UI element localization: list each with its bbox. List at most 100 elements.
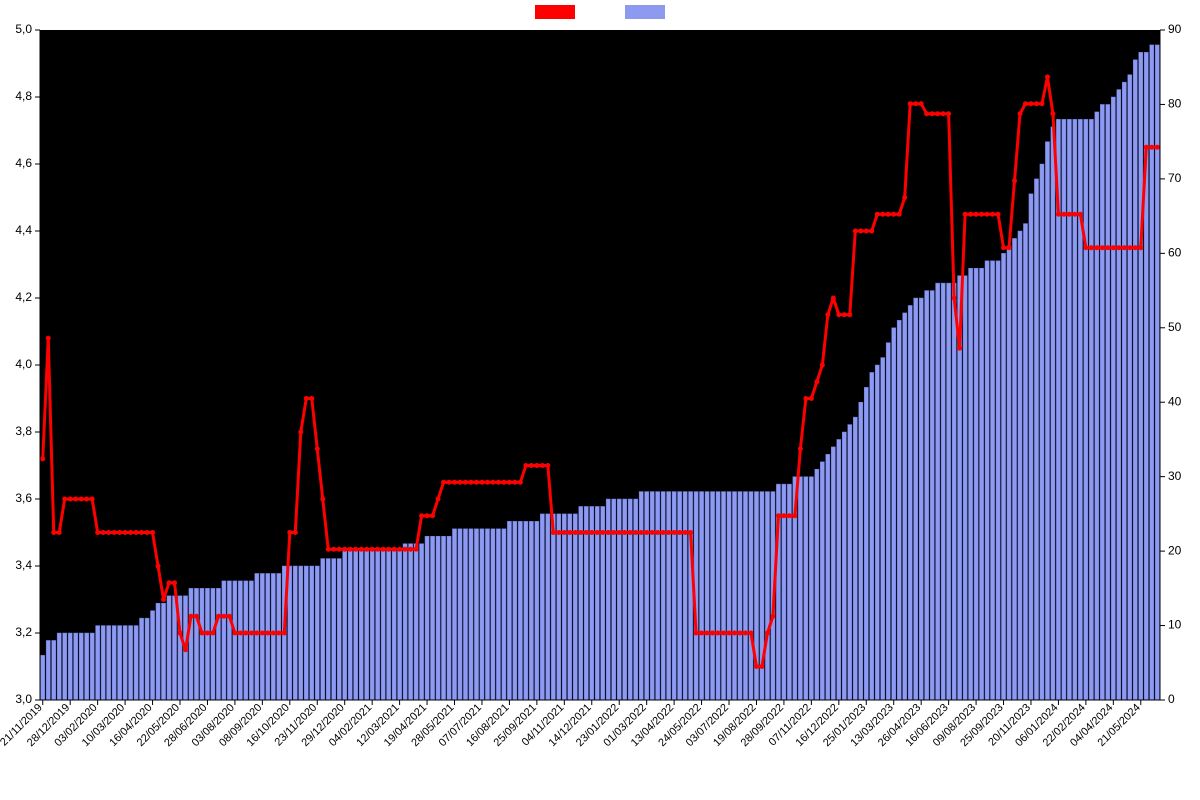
bar: [227, 581, 231, 700]
y-left-tick-label: 4,2: [15, 290, 32, 304]
bar: [529, 521, 533, 700]
line-marker: [968, 212, 973, 217]
line-marker: [858, 229, 863, 234]
bar: [980, 268, 984, 700]
bar: [716, 492, 720, 700]
line-marker: [1155, 145, 1160, 150]
bar: [79, 633, 83, 700]
bar: [200, 588, 204, 700]
bar: [1034, 179, 1038, 700]
line-marker: [287, 530, 292, 535]
bar: [535, 521, 539, 700]
line-marker: [1122, 245, 1127, 250]
line-marker: [1007, 245, 1012, 250]
bar: [1128, 75, 1132, 700]
bar: [1084, 119, 1088, 700]
line-marker: [210, 631, 215, 636]
bar: [864, 387, 868, 700]
line-marker: [716, 631, 721, 636]
line-marker: [501, 480, 506, 485]
bar: [925, 291, 929, 700]
legend-swatch: [625, 5, 665, 19]
line-marker: [479, 480, 484, 485]
bar: [304, 566, 308, 700]
bar: [409, 544, 413, 700]
line-marker: [1133, 245, 1138, 250]
line-marker: [304, 396, 309, 401]
bar: [441, 536, 445, 700]
line-marker: [946, 111, 951, 116]
y-left-tick-label: 4,0: [15, 357, 32, 371]
bar: [551, 514, 555, 700]
line-marker: [814, 379, 819, 384]
line-marker: [985, 212, 990, 217]
line-marker: [298, 430, 303, 435]
legend-swatch: [535, 5, 575, 19]
bar: [1150, 45, 1154, 700]
bar: [233, 581, 237, 700]
line-marker: [880, 212, 885, 217]
bar: [727, 492, 731, 700]
line-marker: [529, 463, 534, 468]
bar: [826, 454, 830, 700]
bar: [480, 529, 484, 700]
bar: [321, 559, 325, 700]
line-marker: [1023, 101, 1028, 106]
line-marker: [156, 564, 161, 569]
line-marker: [436, 497, 441, 502]
bar: [914, 298, 918, 700]
line-marker: [842, 312, 847, 317]
bar: [628, 499, 632, 700]
bar: [326, 559, 330, 700]
line-marker: [414, 547, 419, 552]
bar: [1023, 224, 1027, 700]
line-marker: [1127, 245, 1132, 250]
chart-container: 3,03,23,43,63,84,04,24,44,64,85,00102030…: [0, 0, 1200, 800]
y-right-tick-label: 50: [1168, 320, 1182, 334]
bar: [1001, 253, 1005, 700]
line-marker: [106, 530, 111, 535]
line-marker: [781, 513, 786, 518]
line-marker: [370, 547, 375, 552]
bar: [271, 573, 275, 700]
y-left-tick-label: 3,8: [15, 424, 32, 438]
bar: [354, 551, 358, 700]
line-marker: [534, 463, 539, 468]
bar: [562, 514, 566, 700]
bar: [952, 283, 956, 700]
bar: [310, 566, 314, 700]
bar: [540, 514, 544, 700]
line-marker: [216, 614, 221, 619]
line-marker: [276, 631, 281, 636]
bar: [1062, 119, 1066, 700]
bar: [1117, 90, 1121, 700]
line-marker: [688, 530, 693, 535]
line-marker: [183, 647, 188, 652]
bar: [1078, 119, 1082, 700]
bar: [919, 298, 923, 700]
line-marker: [463, 480, 468, 485]
bar: [1100, 104, 1104, 700]
bar: [244, 581, 248, 700]
bar: [579, 506, 583, 700]
bar: [798, 477, 802, 700]
line-marker: [188, 614, 193, 619]
line-marker: [57, 530, 62, 535]
y-right-tick-label: 20: [1168, 543, 1182, 557]
line-marker: [1028, 101, 1033, 106]
line-marker: [831, 296, 836, 301]
bar: [222, 581, 226, 700]
bar: [260, 573, 264, 700]
line-marker: [265, 631, 270, 636]
line-marker: [496, 480, 501, 485]
bar: [150, 611, 154, 700]
line-marker: [622, 530, 627, 535]
line-marker: [485, 480, 490, 485]
line-marker: [518, 480, 523, 485]
line-marker: [490, 480, 495, 485]
line-marker: [787, 513, 792, 518]
line-marker: [419, 513, 424, 518]
line-marker: [628, 530, 633, 535]
line-marker: [792, 513, 797, 518]
line-marker: [836, 312, 841, 317]
